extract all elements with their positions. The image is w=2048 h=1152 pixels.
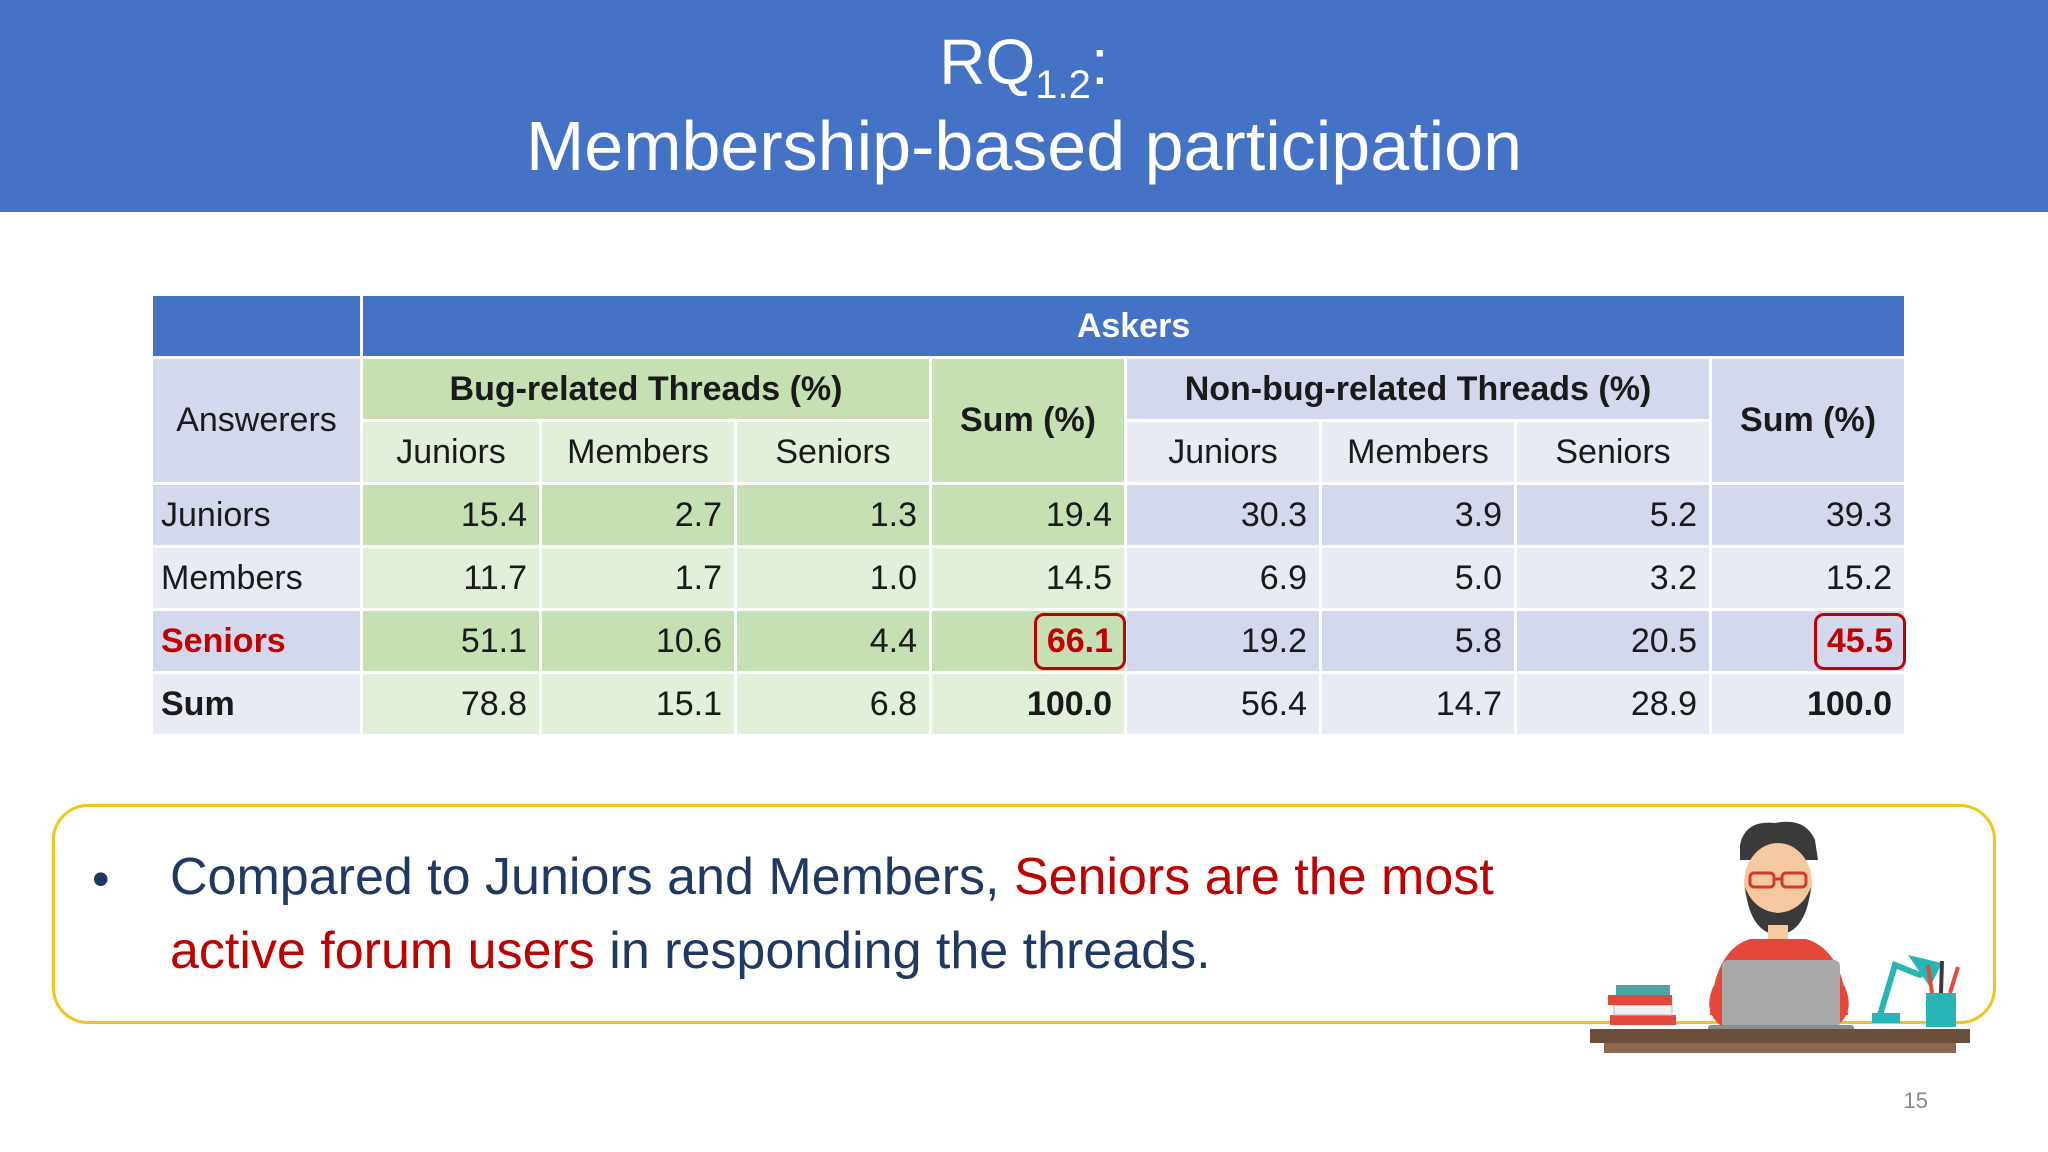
table-cell: 15.1	[542, 674, 734, 737]
answerers-header: Answerers	[153, 359, 360, 485]
corner-cell	[153, 296, 360, 359]
table-cell: 10.6	[542, 611, 734, 674]
nonbug-sum-highlight: 45.5	[1813, 612, 1907, 670]
table-cell: 2.7	[542, 485, 734, 548]
nonbug-members-header: Members	[1322, 422, 1514, 485]
table-cell: 28.9	[1517, 674, 1709, 737]
table-cell: 5.8	[1322, 611, 1514, 674]
bug-sum-highlight: 66.1	[1033, 612, 1126, 670]
page-number: 15	[1903, 1088, 1928, 1113]
table-cell: 14.5	[932, 548, 1124, 611]
table-row-members: Members 11.7 1.7 1.0 14.5 6.9 5.0 3.2 15…	[153, 548, 1905, 611]
participation-table: Askers Answerers Bug-related Threads (%)…	[150, 296, 1907, 737]
slide-header: RQ1.2: Membership-based participation	[0, 0, 2048, 212]
bug-threads-header: Bug-related Threads (%)	[363, 359, 929, 422]
nonbug-threads-header: Non-bug-related Threads (%)	[1127, 359, 1709, 422]
bug-members-header: Members	[542, 422, 734, 485]
table-cell: 56.4	[1127, 674, 1319, 737]
table-cell: 19.4	[932, 485, 1124, 548]
rq-subscript: 1.2	[1035, 63, 1091, 107]
bug-sum-highlight-cell: 66.1	[932, 611, 1126, 674]
table-cell: 78.8	[363, 674, 539, 737]
table-cell: 3.9	[1322, 485, 1514, 548]
callout-text-highlight: Seniors are the most active forum users	[170, 848, 1494, 980]
row-label: Juniors	[153, 485, 360, 548]
nonbug-juniors-header: Juniors	[1127, 422, 1319, 485]
callout-text: Compared to Juniors and Members, Seniors…	[170, 840, 1630, 988]
table-cell: 15.4	[363, 485, 539, 548]
slide-subtitle: Membership-based participation	[525, 107, 1523, 185]
bug-juniors-header: Juniors	[363, 422, 539, 485]
sub-header-row: Juniors Members Seniors Juniors Members …	[153, 422, 1904, 485]
table-cell: 100.0	[932, 674, 1124, 737]
table-cell: 100.0	[1712, 674, 1905, 737]
askers-header-row: Askers	[153, 296, 1905, 359]
table-cell: 1.7	[542, 548, 734, 611]
developer-at-laptop-illustration	[1590, 821, 1970, 1053]
table-cell: 1.3	[737, 485, 929, 548]
bug-seniors-header: Seniors	[737, 422, 929, 485]
table-cell: 11.7	[363, 548, 539, 611]
table-cell: 14.7	[1322, 674, 1514, 737]
nonbug-sum-highlight-cell: 45.5	[1712, 611, 1907, 674]
rq-main: RQ	[939, 26, 1036, 98]
table-cell: 6.8	[737, 674, 929, 737]
callout-box	[52, 804, 1996, 1024]
table-cell: 30.3	[1127, 485, 1319, 548]
table-cell: 4.4	[737, 611, 929, 674]
table-cell: 1.0	[737, 548, 929, 611]
bug-sum-header: Sum (%)	[932, 359, 1124, 485]
table-cell: 3.2	[1517, 548, 1709, 611]
table-cell: 15.2	[1712, 548, 1905, 611]
row-label: Members	[153, 548, 360, 611]
table-cell: 20.5	[1517, 611, 1709, 674]
callout-text-part2: in responding the threads.	[594, 922, 1211, 980]
table-cell: 5.0	[1322, 548, 1514, 611]
table-row-juniors: Juniors 15.4 2.7 1.3 19.4 30.3 3.9 5.2 3…	[153, 485, 1905, 548]
table-cell: 6.9	[1127, 548, 1319, 611]
table-cell: 19.2	[1127, 611, 1319, 674]
askers-header: Askers	[363, 296, 1905, 359]
table-cell: 51.1	[363, 611, 539, 674]
nonbug-seniors-header: Seniors	[1517, 422, 1709, 485]
group-header-row: Answerers Bug-related Threads (%) Sum (%…	[153, 359, 1905, 485]
bullet-point: •	[92, 851, 110, 907]
slide-title-rq: RQ1.2:	[0, 22, 2048, 125]
rq-colon: :	[1090, 26, 1109, 98]
nonbug-sum-header: Sum (%)	[1712, 359, 1905, 485]
callout-text-part1: Compared to Juniors and Members,	[170, 848, 1014, 906]
table-row-sum: Sum 78.8 15.1 6.8 100.0 56.4 14.7 28.9 1…	[153, 674, 1905, 737]
row-label: Sum	[153, 674, 360, 737]
table-row-seniors: Seniors 51.1 10.6 4.4 66.1 19.2 5.8 20.5…	[153, 611, 1907, 674]
table-cell: 5.2	[1517, 485, 1709, 548]
table-cell: 39.3	[1712, 485, 1905, 548]
row-label-highlight: Seniors	[153, 611, 360, 674]
